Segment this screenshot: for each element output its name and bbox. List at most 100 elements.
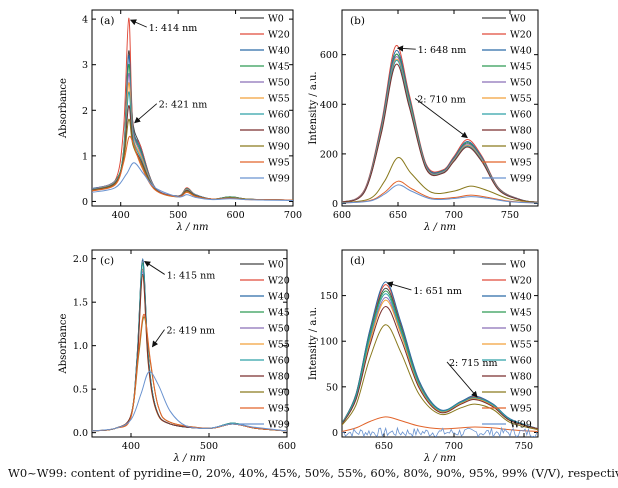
series-line-W20 <box>92 268 287 432</box>
y-tick-label: 150 <box>320 291 338 302</box>
series-line-W40 <box>342 50 538 203</box>
legend: W0 W20 W40 W45 W50 W55 W60 W80 W90 W95 W99 <box>482 14 532 185</box>
legend-label: W40 <box>510 46 532 57</box>
y-tick-label: 0 <box>332 199 338 210</box>
legend-label: W60 <box>510 110 532 121</box>
plot-frame <box>341 249 539 438</box>
annotation-arrow <box>143 260 165 275</box>
legend-label: W55 <box>268 340 290 351</box>
x-tick-label: 750 <box>515 441 533 452</box>
legend-label: W60 <box>268 356 290 367</box>
x-tick-label: 700 <box>445 210 463 221</box>
legend: W0 W20 W40 W45 W50 W55 W60 W80 W90 W95 W99 <box>240 260 290 431</box>
x-tick-label: 400 <box>112 210 130 221</box>
annotation-label: 2: 715 nm <box>449 358 498 369</box>
x-tick-label: 600 <box>278 441 296 452</box>
figure-caption: W0~W99: content of pyridine=0, 20%, 40%,… <box>8 466 618 480</box>
legend-label: W90 <box>268 388 290 399</box>
y-tick-label: 50 <box>326 382 338 393</box>
legend-label: W55 <box>510 94 532 105</box>
panel-d: 650 700 750 0 50 100 150 λ / nm Intensity / a.u.… <box>308 249 539 462</box>
panel-label: (a) <box>100 15 114 27</box>
x-tick-label: 650 <box>389 210 407 221</box>
annotation-arrow <box>134 103 158 124</box>
y-tick-label: 3 <box>82 60 88 71</box>
x-axis-label: λ / nm <box>176 222 209 233</box>
y-tick-label: 200 <box>320 149 338 160</box>
legend-label: W20 <box>510 30 532 41</box>
y-axis-label: Absorbance <box>58 313 69 374</box>
legend-label: W50 <box>268 324 290 335</box>
x-tick-label: 650 <box>375 441 393 452</box>
legend-label: W55 <box>268 94 290 105</box>
annotation-arrow <box>396 45 416 52</box>
series-line-W99 <box>342 426 538 437</box>
legend-label: W45 <box>510 62 532 73</box>
series-line-W60 <box>342 60 538 203</box>
legend-label: W60 <box>268 110 290 121</box>
legend-label: W45 <box>268 62 290 73</box>
series-line-W0 <box>92 259 287 432</box>
series-line-W0 <box>342 53 538 203</box>
annotation-arrow <box>414 98 468 139</box>
x-tick-label: 400 <box>122 441 140 452</box>
series-line-W40 <box>342 281 538 430</box>
series-line-W45 <box>342 53 538 203</box>
plot-frame <box>91 9 294 207</box>
x-axis-label: λ / nm <box>423 222 456 233</box>
y-tick-label: 0.5 <box>73 385 88 396</box>
x-axis-label: λ / nm <box>173 453 206 462</box>
series-line-W60 <box>92 264 287 432</box>
legend-label: W40 <box>510 292 532 303</box>
annotation-label: 1: 651 nm <box>413 286 462 297</box>
legend-label: W0 <box>510 14 526 25</box>
annotation-label: 1: 414 nm <box>149 23 198 34</box>
y-tick-label: 2 <box>82 106 88 117</box>
y-tick-label: 1.5 <box>73 298 88 309</box>
legend-label: W0 <box>510 260 526 271</box>
legend-label: W99 <box>268 174 290 185</box>
series-line-W55 <box>342 58 538 203</box>
legend-label: W20 <box>510 276 532 287</box>
panel-c: 400 500 600 0.0 0.5 1.0 1.5 2.0 λ / nm Absorbance… <box>58 249 296 462</box>
y-axis-label: Intensity / a.u. <box>308 71 319 144</box>
legend-label: W0 <box>268 260 284 271</box>
series-line-W50 <box>342 56 538 203</box>
panel-label: (d) <box>350 255 365 267</box>
legend-label: W50 <box>510 78 532 89</box>
legend-label: W90 <box>268 142 290 153</box>
legend-label: W40 <box>268 292 290 303</box>
legend-label: W50 <box>268 78 290 89</box>
series-line-W99 <box>342 184 538 204</box>
legend-label: W60 <box>510 356 532 367</box>
legend-label: W40 <box>268 46 290 57</box>
y-tick-label: 0 <box>82 197 88 208</box>
legend: W0 W20 W40 W45 W50 W55 W60 W80 W90 W95 W99 <box>482 260 532 431</box>
series-line-W55 <box>342 299 538 430</box>
series-line-W20 <box>342 284 538 430</box>
series-line-W80 <box>342 63 538 203</box>
panel-a: 400 500 600 700 0 1 2 3 4 λ / nm Absorbance (a) 1: 4… <box>58 9 302 233</box>
legend-label: W45 <box>510 308 532 319</box>
legend-label: W0 <box>268 14 284 25</box>
panel-b: 600 650 700 750 0 200 400 600 λ / nm Intensity / … <box>308 9 539 233</box>
legend-label: W95 <box>268 158 290 169</box>
series-line-W45 <box>342 290 538 430</box>
annotation-arrow <box>386 281 412 291</box>
legend-label: W80 <box>510 126 532 137</box>
annotation-arrow <box>151 329 165 348</box>
x-tick-label: 750 <box>501 210 519 221</box>
x-tick-label: 500 <box>200 441 218 452</box>
y-tick-label: 1.0 <box>73 341 88 352</box>
series-line-W99 <box>92 371 287 432</box>
y-tick-label: 4 <box>82 15 88 26</box>
legend-label: W55 <box>510 340 532 351</box>
series-line-W0 <box>342 287 538 430</box>
x-tick-label: 700 <box>445 441 463 452</box>
plot-frame <box>91 249 288 438</box>
legend-label: W99 <box>510 420 532 431</box>
y-tick-label: 0.0 <box>73 428 88 439</box>
series-line-W90 <box>342 324 538 431</box>
legend-label: W20 <box>268 30 290 41</box>
